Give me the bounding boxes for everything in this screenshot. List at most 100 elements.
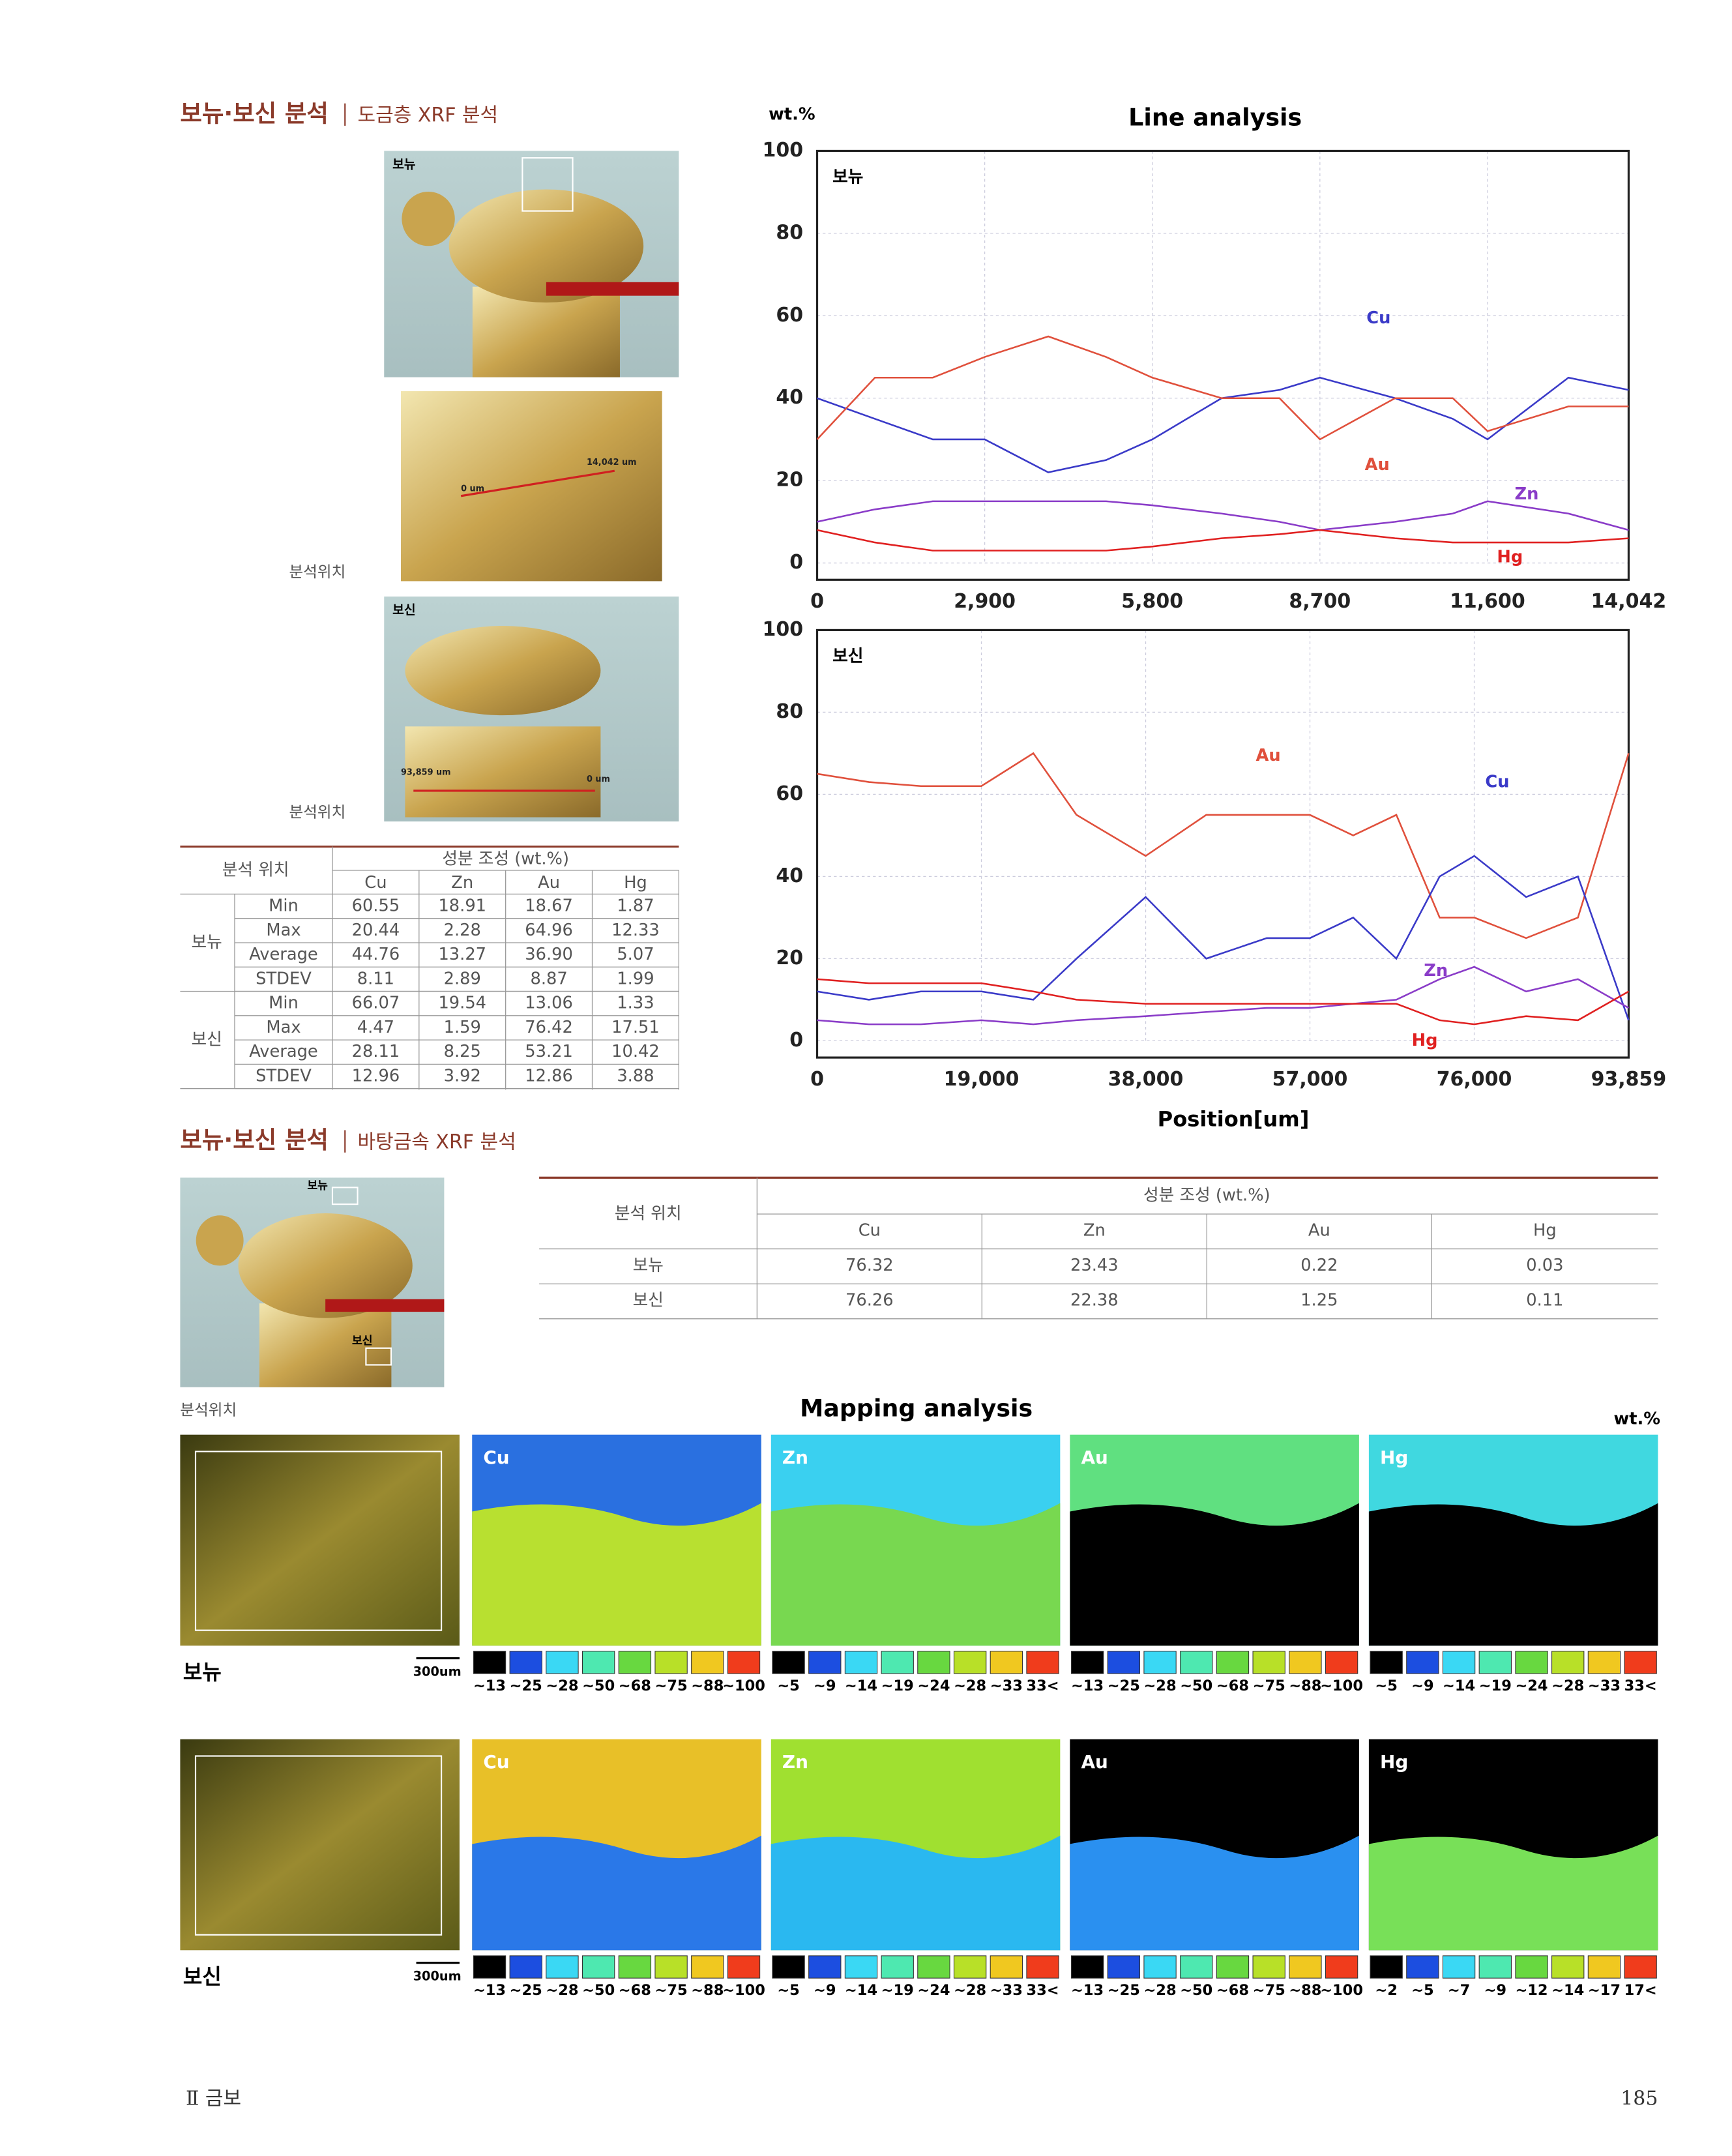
- photo-label: 보신: [352, 1335, 373, 1348]
- table-cell: 1.59: [444, 1018, 481, 1037]
- legend-swatch: [1515, 1955, 1548, 1979]
- legend-label: ~28: [546, 1677, 578, 1694]
- photo-shell: [405, 626, 601, 716]
- legend-swatch: [1143, 1651, 1177, 1674]
- series-line: [817, 752, 1630, 939]
- table-cell: 0.03: [1526, 1256, 1563, 1275]
- legend-swatch: [546, 1651, 579, 1674]
- legend-swatch: [990, 1955, 1023, 1979]
- legend-swatch: [1406, 1651, 1439, 1674]
- legend-label: ~68: [1216, 1677, 1249, 1694]
- x-tick-label: 14,042: [1591, 590, 1667, 613]
- legend-swatch: [618, 1955, 652, 1979]
- legend-label: ~9: [814, 1677, 836, 1694]
- photo-head: [402, 191, 455, 246]
- legend-label: ~68: [1216, 1982, 1249, 1999]
- legend-label: ~75: [655, 1982, 688, 1999]
- legend-swatch: [1325, 1651, 1358, 1674]
- legend-label: ~28: [1551, 1677, 1584, 1694]
- x-axis-label: Position[um]: [1158, 1107, 1310, 1132]
- legend-label: ~68: [619, 1677, 651, 1694]
- table-cell: 보신: [633, 1290, 664, 1310]
- analysis-box: [331, 1187, 359, 1205]
- legend-label: ~25: [1108, 1677, 1140, 1694]
- legend-swatch: [1370, 1651, 1403, 1674]
- legend-label: ~75: [655, 1677, 688, 1694]
- row-label: 보뉴: [183, 1660, 222, 1685]
- legend-swatch: [727, 1955, 761, 1979]
- table-cell: 3.92: [444, 1067, 481, 1086]
- element-map-region: [472, 1503, 761, 1646]
- table-cell: 28.11: [352, 1042, 400, 1061]
- legend-swatch: [1624, 1651, 1657, 1674]
- x-tick-label: 5,800: [1121, 590, 1183, 613]
- legend-swatch: [1551, 1955, 1585, 1979]
- series-label: Hg: [1412, 1031, 1438, 1050]
- legend-swatch: [1180, 1955, 1213, 1979]
- legend-swatch: [1515, 1651, 1548, 1674]
- legend-label: ~14: [1551, 1982, 1584, 1999]
- table-cell: Max: [266, 921, 301, 940]
- y-tick-label: 80: [776, 700, 803, 723]
- table-cell: 5.07: [617, 945, 654, 964]
- series-line: [817, 855, 1630, 1021]
- x-tick-label: 8,700: [1289, 590, 1351, 613]
- legend-label: ~13: [473, 1677, 506, 1694]
- legend-swatch: [691, 1955, 724, 1979]
- legend-label: ~28: [954, 1677, 986, 1694]
- legend-swatch: [1442, 1955, 1476, 1979]
- table-cell: 20.44: [352, 921, 400, 940]
- chart-annotation: 보신: [832, 647, 863, 666]
- table-cell: 13.06: [525, 994, 573, 1013]
- x-tick-label: 0: [810, 1068, 824, 1091]
- legend-swatch: [1070, 1955, 1104, 1979]
- legend-swatch: [581, 1651, 615, 1674]
- legend-swatch: [1180, 1651, 1213, 1674]
- table-cell: Average: [249, 1042, 318, 1061]
- section-subtitle: 도금층 XRF 분석: [358, 104, 499, 126]
- legend-label: 33<: [1026, 1677, 1059, 1694]
- legend-label: ~25: [510, 1677, 542, 1694]
- legend-swatch: [1478, 1651, 1512, 1674]
- y-axis-label: wt.%: [769, 104, 815, 124]
- photo-base: [405, 726, 601, 818]
- row-label: 보신: [183, 1964, 222, 1989]
- legend-swatch: [1551, 1651, 1585, 1674]
- legend-swatch: [727, 1651, 761, 1674]
- legend-label: ~28: [546, 1982, 578, 1999]
- legend-swatch: [1289, 1651, 1322, 1674]
- legend-swatch: [509, 1651, 542, 1674]
- table-cell: 보뉴: [633, 1256, 664, 1275]
- group-label: 보신: [191, 1030, 222, 1050]
- element-map-region: [1070, 1503, 1359, 1646]
- legend-label: ~33: [1588, 1677, 1621, 1694]
- legend-label: ~100: [722, 1677, 765, 1694]
- legend-swatch: [953, 1955, 987, 1979]
- x-tick-label: 57,000: [1272, 1068, 1348, 1091]
- table-cell: 36.90: [525, 945, 573, 964]
- table-cell: 18.91: [438, 896, 486, 916]
- legend-swatch: [1216, 1651, 1250, 1674]
- legend-label: ~100: [1320, 1982, 1363, 1999]
- legend-swatch: [772, 1651, 805, 1674]
- chart-title: Line analysis: [1128, 104, 1302, 132]
- x-tick-label: 19,000: [944, 1068, 1020, 1091]
- series-label: Zn: [1515, 484, 1539, 504]
- legend-label: ~88: [691, 1982, 724, 1999]
- series-line: [817, 978, 1630, 1026]
- table-cell: 76.32: [845, 1256, 894, 1275]
- table-header: 분석 위치: [615, 1204, 682, 1224]
- table-cell: 19.54: [438, 994, 486, 1013]
- y-tick-label: 20: [776, 947, 803, 969]
- element-label: Au: [1081, 1751, 1108, 1773]
- scale-bar-label: 300um: [413, 1664, 462, 1679]
- legend-label: ~17: [1588, 1982, 1621, 1999]
- table-cell: 4.47: [357, 1018, 394, 1037]
- legend-swatch: [1026, 1955, 1059, 1979]
- y-tick-label: 40: [776, 864, 803, 887]
- y-tick-label: 0: [789, 1029, 803, 1052]
- mapping-unit: wt.%: [1614, 1410, 1661, 1429]
- table-cell: 2.89: [444, 969, 481, 988]
- table-cell: STDEV: [256, 1067, 312, 1086]
